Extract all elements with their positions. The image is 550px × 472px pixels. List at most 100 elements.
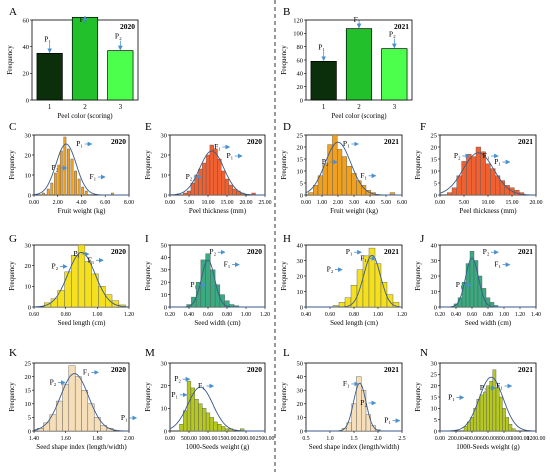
x-tick-label: 3 xyxy=(393,103,397,111)
panel-label-i: I xyxy=(145,233,149,245)
histogram-bar xyxy=(111,300,120,308)
panel-label-d: D xyxy=(283,121,291,133)
y-tick-label: 20 xyxy=(161,280,168,287)
histogram-bar xyxy=(463,426,468,432)
panel-label-k: K xyxy=(9,347,17,359)
annotation-label: P₁ xyxy=(190,280,197,289)
histogram-bar xyxy=(228,184,233,196)
y-tick-label: 0 xyxy=(164,428,167,435)
x-tick-label: 0.40 xyxy=(184,312,194,318)
x-axis-label: Fruit weight (kg) xyxy=(330,207,378,215)
histogram-bar xyxy=(511,428,516,432)
y-tick-label: 10 xyxy=(431,168,438,175)
y-tick-label: 0 xyxy=(28,304,31,311)
x-tick-label: 15.00 xyxy=(505,200,518,206)
y-tick-label: 30 xyxy=(161,267,168,274)
histogram-bar xyxy=(338,302,346,308)
chart-b: B 2021 0 20 40 60 80 100 120 Frequency Peel color … xyxy=(280,6,413,120)
annotation-label: F₁ xyxy=(496,381,503,390)
histogram-bar xyxy=(81,186,85,196)
histogram-bar xyxy=(84,190,88,196)
histogram-bar xyxy=(224,428,230,432)
y-axis-label: Frequency xyxy=(280,382,288,412)
x-tick-label: 1.00 xyxy=(373,312,383,318)
annotation-label: P₂ xyxy=(52,262,59,271)
y-tick-label: 15 xyxy=(25,388,32,395)
histogram-bar xyxy=(50,182,54,196)
y-tick-label: 0 xyxy=(434,428,437,435)
histogram-bar xyxy=(224,300,230,308)
annotation-label: F₁ xyxy=(494,260,501,269)
histogram-bar xyxy=(68,365,76,432)
histogram-bar xyxy=(313,185,319,196)
annotation-label: P₁ xyxy=(343,139,350,148)
annotation-label: F₁ xyxy=(360,253,367,262)
y-tick-label: 25 xyxy=(25,360,32,367)
histogram-bar xyxy=(346,165,352,196)
annotation-label: F₁ xyxy=(90,172,97,181)
y-tick-label: 30 xyxy=(431,360,438,367)
year-label: 2020 xyxy=(247,137,262,146)
y-tick-label: 20 xyxy=(431,144,438,151)
histogram-bar xyxy=(232,188,237,196)
x-tick-label: 800.00 xyxy=(496,436,512,442)
y-tick-label: 25 xyxy=(431,132,438,139)
y-axis-label: Frequency xyxy=(8,261,16,291)
x-tick-label: 0.80 xyxy=(222,312,232,318)
x-tick-label: 3.00 xyxy=(349,200,359,206)
y-tick-label: 0 xyxy=(300,192,303,199)
year-label: 2020 xyxy=(111,365,126,374)
y-tick-label: 5 xyxy=(434,180,437,187)
histogram-bar xyxy=(213,421,218,432)
histogram-bar xyxy=(63,136,67,196)
histogram-bar xyxy=(308,192,314,196)
annotation-label: F₁ xyxy=(354,15,361,24)
y-axis-label: Frequency xyxy=(144,261,152,291)
year-label: 2021 xyxy=(384,137,399,146)
panel-label-e: E xyxy=(145,121,152,133)
x-tick-label: 2000.00 xyxy=(237,436,256,442)
y-tick-label: 20 xyxy=(431,383,438,390)
histogram-bar xyxy=(224,178,230,196)
x-tick-label: 0.00 xyxy=(165,200,175,206)
y-tick-label: 10 xyxy=(297,415,304,422)
y-tick-label: 20 xyxy=(23,71,30,78)
y-tick-label: 25 xyxy=(297,132,304,139)
histogram-bar xyxy=(179,424,184,432)
bar xyxy=(36,52,63,101)
chart-k: K 2020 0 5 10 15 20 25 Frequency Seed shape index… xyxy=(8,347,138,451)
annotation-label: P₂ xyxy=(52,163,59,172)
histogram-bar xyxy=(361,185,367,196)
histogram-bar xyxy=(183,192,188,196)
panel-label-g: G xyxy=(9,233,17,245)
x-tick-label: 1.0 xyxy=(326,436,333,442)
histogram-bar xyxy=(337,149,343,196)
y-tick-label: 20 xyxy=(25,263,32,270)
annotation-label: F₁ xyxy=(224,260,231,269)
histogram-bar xyxy=(475,146,482,196)
y-tick-label: 100 xyxy=(293,31,303,38)
annotation-label: P₁ xyxy=(73,249,80,258)
x-tick-label: 0.00 xyxy=(29,200,39,206)
x-tick-label: 1.60 xyxy=(61,436,71,442)
bar xyxy=(71,16,99,101)
annotation-label: P₂ xyxy=(389,30,396,39)
histogram-bar xyxy=(186,190,192,196)
year-label: 2020 xyxy=(120,22,135,31)
normal-curve xyxy=(306,382,402,432)
y-tick-label: 30 xyxy=(431,258,438,265)
histogram-bar xyxy=(62,384,70,432)
year-label: 2020 xyxy=(247,247,262,256)
histogram-bar xyxy=(365,414,372,432)
year-label: 2021 xyxy=(518,247,533,256)
y-tick-label: 10 xyxy=(297,289,304,296)
y-tick-label: 20 xyxy=(297,401,304,408)
annotation-label: P₁ xyxy=(346,247,353,256)
annotation-label: P₁ xyxy=(171,390,178,399)
x-axis-label: Peel thickness (mm) xyxy=(189,207,247,215)
histogram-bar xyxy=(362,255,370,308)
x-axis-label: Seed width (cm) xyxy=(194,319,241,327)
annotation-label: P₁ xyxy=(448,393,455,402)
